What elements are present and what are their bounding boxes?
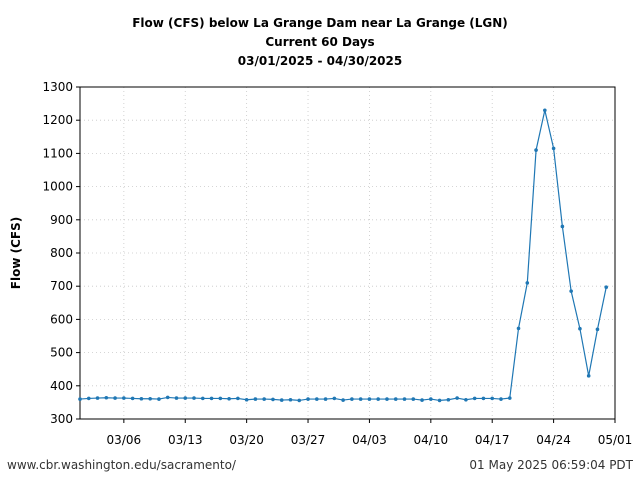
y-tick-label: 900 bbox=[50, 213, 73, 227]
y-tick-label: 300 bbox=[50, 412, 73, 426]
flow-data-point bbox=[236, 396, 240, 401]
x-tick-label: 04/10 bbox=[414, 433, 449, 447]
flow-data-point bbox=[551, 146, 556, 151]
x-tick-label: 03/06 bbox=[107, 433, 142, 447]
flow-data-point bbox=[560, 224, 565, 229]
x-tick-label: 03/27 bbox=[291, 433, 326, 447]
footer-timestamp: 01 May 2025 06:59:04 PDT bbox=[469, 458, 633, 472]
flow-data-point bbox=[218, 396, 223, 401]
x-tick-label: 05/01 bbox=[598, 433, 633, 447]
flow-data-point bbox=[534, 148, 538, 152]
flow-data-point bbox=[499, 397, 503, 401]
flow-data-point bbox=[288, 397, 293, 402]
x-tick-label: 04/24 bbox=[536, 433, 571, 447]
flow-data-point bbox=[130, 396, 135, 401]
y-tick-label: 500 bbox=[50, 346, 73, 360]
flow-data-point bbox=[472, 396, 477, 401]
flow-data-point bbox=[113, 396, 117, 400]
x-tick-label: 04/03 bbox=[352, 433, 387, 447]
flow-data-point bbox=[253, 397, 258, 401]
flow-data-point bbox=[490, 396, 495, 401]
y-tick-label: 600 bbox=[50, 312, 73, 326]
chart-date-range: 03/01/2025 - 04/30/2025 bbox=[237, 54, 403, 68]
flow-data-point bbox=[393, 397, 398, 401]
flow-data-point bbox=[604, 285, 609, 289]
flow-data-point bbox=[455, 396, 459, 400]
flow-data-point bbox=[595, 327, 600, 332]
flow-data-point bbox=[78, 397, 82, 401]
flow-data-point bbox=[139, 396, 144, 401]
y-tick-label: 400 bbox=[50, 379, 73, 393]
flow-data-point bbox=[122, 396, 126, 400]
flow-data-point bbox=[507, 396, 512, 400]
flow-data-point bbox=[262, 397, 266, 401]
y-tick-label: 1000 bbox=[42, 180, 73, 194]
flow-data-point bbox=[586, 374, 591, 378]
chart-title: Flow (CFS) below La Grange Dam near La G… bbox=[132, 16, 508, 30]
y-tick-label: 800 bbox=[50, 246, 73, 260]
flow-data-point bbox=[148, 396, 152, 401]
flow-data-point bbox=[411, 397, 416, 401]
flow-data-point bbox=[192, 396, 196, 400]
flow-data-point bbox=[165, 395, 170, 400]
flow-data-point bbox=[200, 396, 205, 401]
y-tick-label: 1100 bbox=[42, 146, 73, 160]
flow-data-point bbox=[350, 397, 354, 401]
y-tick-label: 1300 bbox=[42, 80, 73, 94]
flow-data-point bbox=[446, 397, 451, 402]
chart-subtitle: Current 60 Days bbox=[265, 35, 375, 49]
flow-data-point bbox=[429, 397, 433, 401]
flow-data-point bbox=[516, 326, 521, 331]
flow-data-point bbox=[420, 398, 424, 402]
flow-data-point bbox=[209, 396, 214, 401]
flow-data-point bbox=[297, 398, 302, 403]
flow-data-point bbox=[271, 397, 275, 402]
flow-data-point bbox=[174, 396, 179, 400]
y-tick-label: 1200 bbox=[42, 113, 73, 127]
flow-data-point bbox=[323, 397, 328, 401]
flow-data-point bbox=[332, 396, 337, 401]
flow-data-point bbox=[341, 398, 345, 402]
x-tick-label: 03/20 bbox=[229, 433, 264, 447]
flow-data-point bbox=[385, 397, 389, 401]
flow-data-point bbox=[376, 397, 380, 401]
y-axis-label: Flow (CFS) bbox=[9, 217, 23, 289]
flow-data-point bbox=[95, 396, 100, 400]
flow-data-point bbox=[183, 396, 188, 400]
flow-data-point bbox=[86, 396, 91, 401]
flow-data-point bbox=[244, 397, 249, 402]
flow-data-point bbox=[279, 398, 284, 402]
footer-url[interactable]: www.cbr.washington.edu/sacramento/ bbox=[7, 458, 236, 472]
flow-data-point bbox=[569, 289, 573, 293]
x-tick-label: 03/13 bbox=[168, 433, 203, 447]
flow-data-point bbox=[578, 326, 582, 331]
flow-data-point bbox=[525, 281, 530, 285]
flow-data-point bbox=[358, 397, 363, 401]
flow-data-point bbox=[543, 108, 547, 113]
flow-data-point bbox=[104, 395, 109, 400]
flow-data-point bbox=[227, 396, 231, 401]
flow-data-point bbox=[157, 397, 161, 401]
x-tick-label: 04/17 bbox=[475, 433, 510, 447]
y-tick-label: 700 bbox=[50, 279, 73, 293]
flow-data-point bbox=[315, 397, 319, 401]
flow-data-point bbox=[481, 396, 486, 401]
flow-data-point bbox=[306, 397, 310, 401]
flow-series-line bbox=[79, 110, 607, 402]
flow-data-point bbox=[437, 398, 442, 403]
flow-data-point bbox=[464, 397, 468, 402]
flow-data-point bbox=[367, 397, 372, 401]
flow-data-point bbox=[402, 397, 407, 401]
